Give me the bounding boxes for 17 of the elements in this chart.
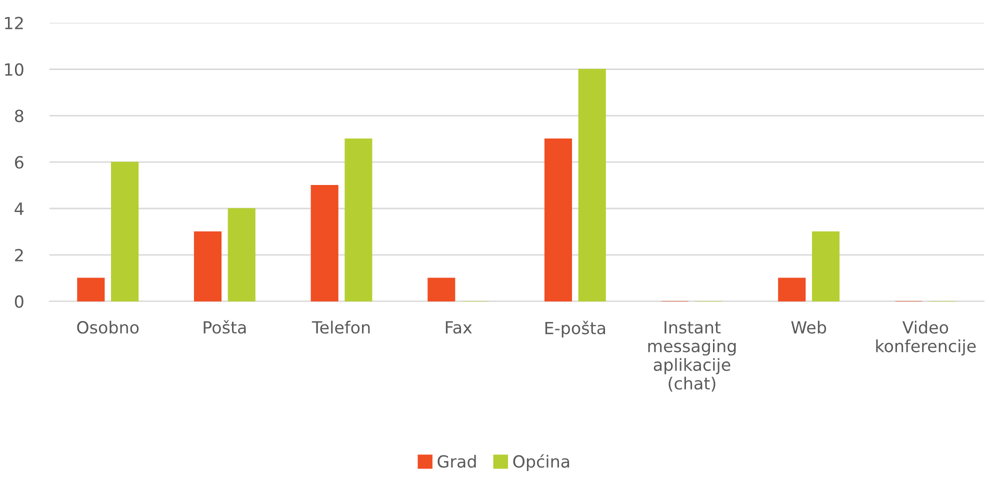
y-tick-label: 10	[5, 63, 24, 76]
y-tick-label: 8	[14, 110, 24, 122]
y-tick-label: 2	[15, 248, 23, 262]
legend-label: Grad	[438, 454, 476, 468]
y-tick-label: 6	[15, 156, 24, 169]
y-tick-label: 4	[14, 202, 24, 215]
x-tick-label: Pošta	[204, 320, 246, 334]
x-tick-label: Osobno	[77, 320, 139, 334]
x-tick-label: E-pošta	[545, 320, 606, 338]
legend-label: Općina	[513, 454, 570, 471]
y-tick-label: 0	[14, 295, 24, 308]
x-tick-label: Fax	[446, 321, 472, 334]
y-tick-label: 12	[5, 16, 23, 30]
x-tick-label: Web	[791, 320, 826, 334]
x-tick-label: Video konferencije	[876, 320, 976, 356]
x-tick-label: Instant messaging aplikacije (chat)	[648, 321, 736, 392]
x-tick-label: Telefon	[312, 320, 370, 334]
